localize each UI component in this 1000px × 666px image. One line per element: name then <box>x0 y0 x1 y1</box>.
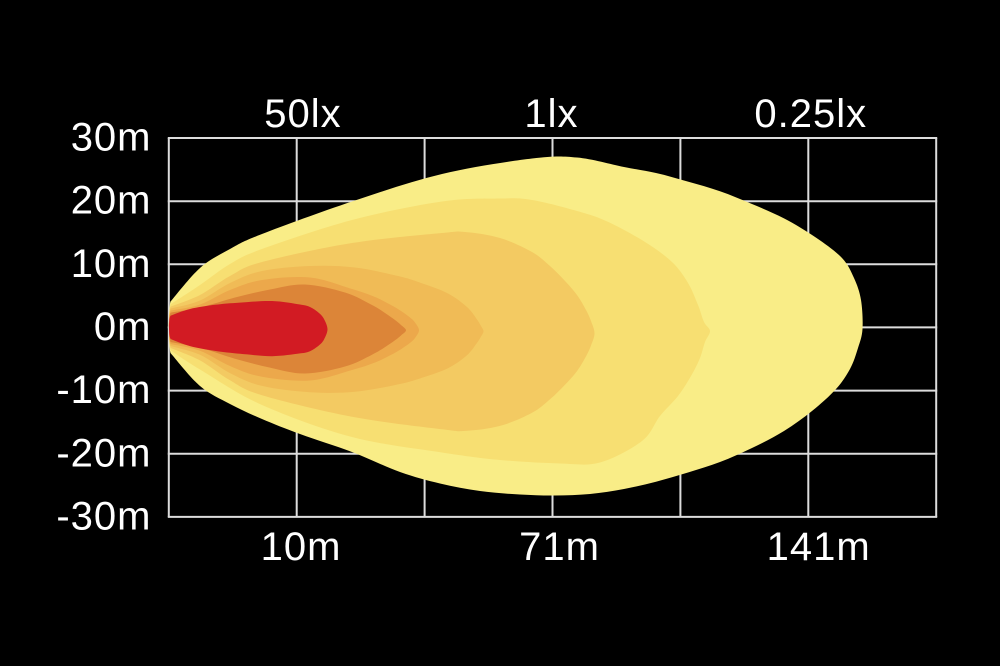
svg-text:141m: 141m <box>767 525 871 569</box>
svg-text:30m: 30m <box>71 116 152 160</box>
svg-text:50lx: 50lx <box>264 92 341 136</box>
svg-text:10m: 10m <box>261 525 342 569</box>
svg-text:-20m: -20m <box>56 431 151 475</box>
svg-text:-30m: -30m <box>56 494 151 538</box>
svg-text:0m: 0m <box>94 305 152 349</box>
svg-text:10m: 10m <box>71 242 152 286</box>
svg-text:20m: 20m <box>71 179 152 223</box>
svg-text:-10m: -10m <box>56 368 151 412</box>
svg-text:71m: 71m <box>519 525 600 569</box>
svg-text:1lx: 1lx <box>524 92 578 136</box>
svg-text:0.25lx: 0.25lx <box>754 92 867 136</box>
